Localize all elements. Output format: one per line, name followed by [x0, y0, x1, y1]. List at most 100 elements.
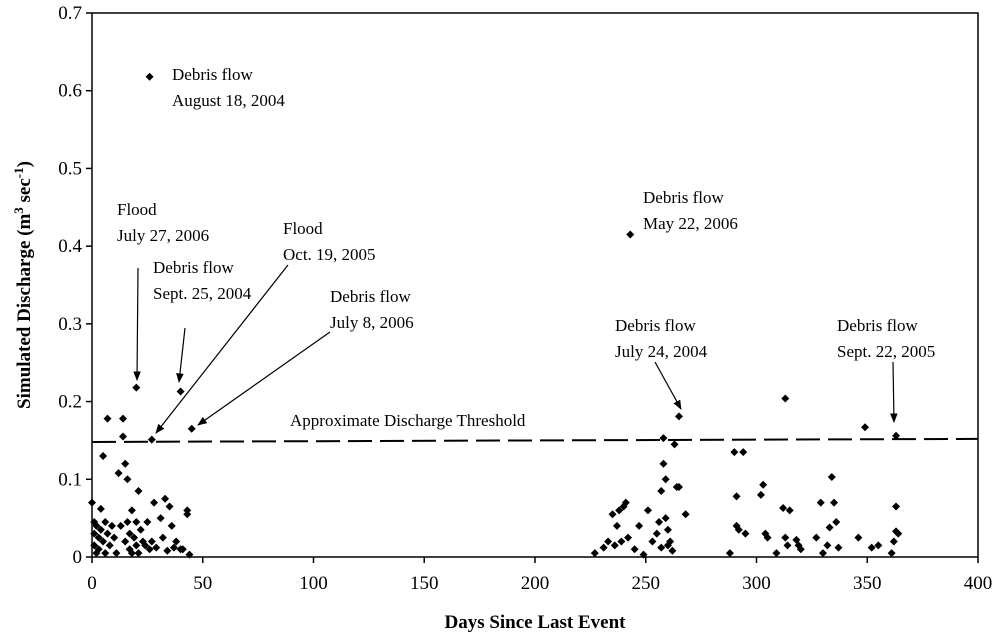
x-tick-label: 200 — [521, 573, 550, 594]
point — [643, 506, 652, 515]
point — [132, 518, 141, 527]
point — [147, 435, 156, 444]
x-tick-label: 250 — [632, 573, 661, 594]
point — [818, 549, 827, 558]
point — [121, 537, 130, 546]
point — [96, 504, 105, 513]
point — [621, 498, 630, 507]
point — [132, 541, 141, 550]
point — [783, 541, 792, 550]
point — [110, 533, 119, 542]
point — [674, 483, 683, 492]
point — [94, 533, 103, 542]
point — [130, 533, 139, 542]
point — [119, 432, 128, 441]
y-tick-label: 0.7 — [58, 3, 82, 24]
y-title-part: sec — [14, 178, 35, 207]
point — [121, 459, 130, 468]
point — [169, 543, 178, 552]
annotation: Flood — [117, 200, 157, 219]
point — [172, 537, 181, 546]
annotation: Sept. 22, 2005 — [837, 342, 935, 361]
point — [894, 529, 903, 538]
point — [608, 510, 617, 519]
point — [183, 506, 192, 515]
point — [123, 475, 132, 484]
point — [163, 546, 172, 555]
annotation: Debris flow — [643, 188, 724, 207]
annotation: Flood — [283, 219, 323, 238]
point — [90, 529, 99, 538]
point — [612, 521, 621, 530]
y-tick-label: 0.5 — [58, 158, 82, 179]
point — [666, 537, 675, 546]
point — [816, 498, 825, 507]
point — [892, 502, 901, 511]
annotation: Debris flow — [615, 316, 696, 335]
point — [105, 541, 114, 550]
y-title-sup: -1 — [11, 167, 26, 178]
point — [158, 533, 167, 542]
point — [785, 506, 794, 515]
point — [889, 537, 898, 546]
point — [125, 529, 134, 538]
point — [624, 533, 633, 542]
point — [874, 541, 883, 550]
point — [661, 475, 670, 484]
point — [88, 498, 96, 507]
x-tick-label: 100 — [299, 573, 328, 594]
point — [772, 549, 781, 558]
point — [657, 486, 666, 495]
annotation: July 24, 2004 — [615, 342, 708, 361]
point — [861, 423, 870, 432]
y-tick-label: 0 — [73, 547, 83, 568]
annotation-arrow — [197, 331, 331, 426]
point — [854, 533, 863, 542]
point — [165, 502, 174, 511]
point — [630, 545, 639, 554]
point — [832, 518, 841, 527]
y-tick-label: 0.3 — [58, 314, 82, 335]
annotation: Debris flow — [837, 316, 918, 335]
y-title-sup: 3 — [11, 207, 26, 214]
annotation: Debris flow — [153, 258, 234, 277]
annotation: Debris flow — [330, 287, 411, 306]
point — [659, 434, 668, 443]
point — [725, 549, 734, 558]
annotation-arrow — [155, 264, 289, 434]
point — [825, 523, 834, 532]
point — [127, 506, 136, 515]
point — [127, 549, 136, 558]
x-tick-label: 300 — [742, 573, 771, 594]
point — [827, 472, 836, 481]
annotation: May 22, 2006 — [643, 214, 738, 233]
y-tick-label: 0.1 — [58, 469, 82, 490]
y-tick-label: 0.2 — [58, 392, 82, 413]
point — [652, 529, 661, 538]
point — [114, 469, 123, 478]
point — [639, 550, 648, 559]
point — [176, 387, 185, 396]
annotation: July 27, 2006 — [117, 226, 209, 245]
point — [178, 545, 187, 554]
point — [143, 518, 152, 527]
annotation-arrow — [890, 361, 898, 423]
point — [94, 545, 103, 554]
annotation: Sept. 25, 2004 — [153, 284, 252, 303]
point — [161, 494, 170, 503]
point — [734, 525, 743, 534]
point — [99, 537, 108, 546]
annotation-arrow — [654, 361, 682, 410]
point — [796, 545, 805, 554]
point — [92, 521, 101, 530]
point — [610, 541, 619, 550]
point — [136, 525, 145, 534]
point — [90, 541, 99, 550]
point — [779, 504, 788, 513]
point — [763, 533, 772, 542]
y-tick-label: 0.6 — [58, 81, 82, 102]
point — [668, 546, 677, 555]
point — [152, 543, 161, 552]
annotation: Debris flow — [172, 65, 253, 84]
point — [187, 424, 196, 433]
